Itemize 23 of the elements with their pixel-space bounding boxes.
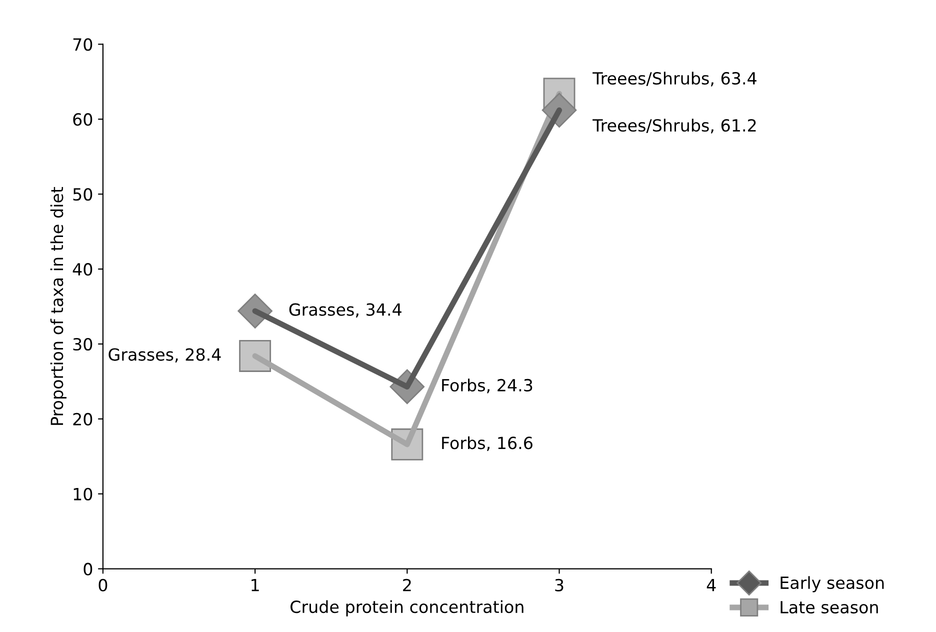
x-tick-label: 0 <box>98 578 108 592</box>
y-tick-label: 10 <box>74 488 92 500</box>
annotation: Treees/Shrubs, 63.4 <box>592 72 756 86</box>
y-tick-label: 60 <box>73 113 92 126</box>
legend-label: Late season <box>780 601 878 614</box>
x-axis-title: Crude protein concentration <box>290 600 524 616</box>
legend-label: Early season <box>780 576 884 592</box>
y-tick-label: 30 <box>73 338 92 351</box>
y-axis-title: Proportion of taxa in the diet <box>50 186 66 425</box>
annotation: Forbs, 16.6 <box>442 436 532 451</box>
y-tick-label: 0 <box>84 562 92 576</box>
x-tick-label: 2 <box>403 578 411 592</box>
annotation: Treees/Shrubs, 61.2 <box>592 118 756 134</box>
y-tick-label: 50 <box>73 188 92 201</box>
y-tick-label: 20 <box>73 412 92 426</box>
annotation: Forbs, 24.3 <box>442 378 532 394</box>
annotation: Grasses, 28.4 <box>108 348 221 363</box>
x-tick-label: 3 <box>555 578 564 592</box>
y-tick-label: 40 <box>72 263 92 276</box>
y-tick-label: 70 <box>73 38 92 51</box>
annotation: Grasses, 34.4 <box>289 303 402 318</box>
x-tick-label: 1 <box>252 579 259 592</box>
x-tick-label: 4 <box>706 579 716 592</box>
